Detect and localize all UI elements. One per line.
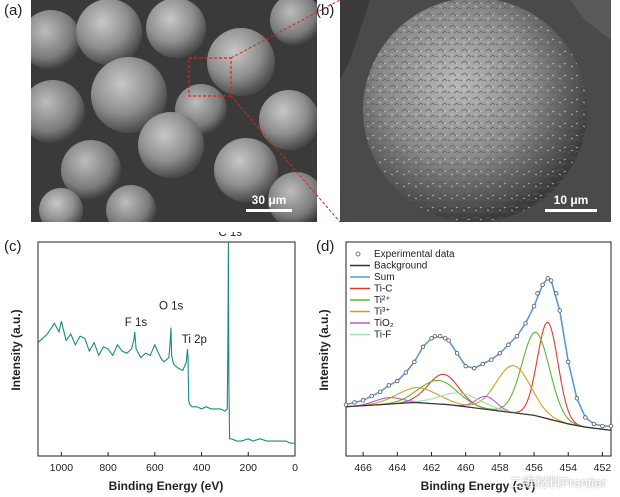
legend-label: Ti-F [374,330,391,341]
experimental-point [454,351,460,356]
panel-label-b: (b) [316,2,335,19]
experimental-point [432,333,438,339]
component-6-line [345,395,611,431]
peak-label: C 1s [218,232,242,239]
xps-survey-chart: Intensity (a.u.) Binding Energy (eV) 100… [9,232,298,493]
experimental-point [566,359,571,365]
zoom-region-box [188,57,232,97]
x-axis-title: Binding Energy (eV) [109,479,224,493]
experimental-point [506,342,511,347]
x-tick-label: 464 [389,462,407,474]
x-tick-label: 466 [354,462,372,474]
experimental-point [429,336,434,341]
scale-bar-a-text: 30 μm [251,193,287,207]
experimental-point [545,276,550,281]
zoom-connector-lines [230,0,341,223]
survey-spectrum-line [37,241,295,444]
component-4-line [345,331,611,431]
x-axis-title: Binding Energy (eV) [421,479,536,493]
x-tick-label: 460 [457,462,475,474]
x-tick-label: 452 [594,462,612,474]
plot-frame [37,241,296,457]
experimental-point [463,363,468,369]
x-tick-label: 600 [146,462,164,474]
experimental-point [523,321,528,326]
peak-label: F 1s [125,317,148,329]
experimental-point [600,423,605,429]
x-tick-label: 462 [423,462,441,474]
panel-label-a: (a) [4,2,23,19]
experimental-point [420,344,426,350]
scale-bar-b-text: 10 μm [553,193,589,207]
scale-bar-a-line [246,209,292,212]
experimental-point [369,393,374,399]
experimental-point [352,400,357,405]
panel-label-c: (c) [4,238,22,255]
experimental-point [548,278,554,283]
experimental-point [554,291,559,296]
experimental-point [591,421,597,427]
x-tick-label: 458 [491,462,509,474]
experimental-point [446,338,451,343]
legend-label: Background [374,261,427,272]
experimental-point [377,389,383,394]
experimental-point [489,357,494,362]
experimental-point [412,359,417,365]
background-line [345,401,612,431]
legend-label: Ti-C [374,284,393,295]
legend-label: Sum [374,272,395,283]
x-tick-label: 200 [240,462,258,474]
experimental-point [608,423,614,429]
experimental-point [403,370,409,375]
experimental-point [395,378,400,384]
experimental-point [531,303,537,309]
x-tick-label: 1000 [50,462,74,474]
legend-label: Ti³⁺ [374,307,391,318]
legend-label: Experimental data [374,249,455,260]
experimental-point [472,366,477,371]
xps-ti2p-chart: Intensity (a.u.) Binding Energy (eV) 466… [317,241,614,493]
experimental-point [442,336,448,341]
y-axis-title: Intensity (a.u.) [9,309,23,390]
experimental-point [437,333,443,339]
experimental-point [557,308,562,313]
x-tick-label: 800 [99,462,117,474]
legend-marker [355,251,361,257]
experimental-point [386,383,391,388]
sem-image-a [31,0,317,222]
x-tick-label: 456 [525,462,543,474]
experimental-point [480,361,485,367]
legend-label: TiO₂ [374,318,394,329]
y-axis-title: Intensity (a.u.) [317,309,331,390]
watermark-text: 二维材料Frontier [509,475,606,490]
legend-label: Ti²⁺ [374,295,391,306]
peak-label: O 1s [159,301,184,313]
experimental-point [514,333,520,339]
x-tick-label: 454 [559,462,577,474]
scale-bar-b: 10 μm [545,193,597,212]
experimental-point [497,351,503,356]
experimental-point [540,282,545,287]
scale-bar-a: 30 μm [246,193,292,212]
experimental-point [535,291,540,296]
x-tick-label: 400 [193,462,211,474]
experimental-point [343,402,349,407]
scale-bar-b-line [545,209,597,212]
plot-frame [345,241,612,457]
experimental-point [583,415,588,420]
experimental-point [360,398,366,403]
sem-image-b [340,0,611,222]
peak-label: Ti 2p [182,334,207,346]
panel-label-d: (d) [316,238,335,255]
experimental-point [574,396,580,401]
x-tick-label: 0 [292,462,298,474]
